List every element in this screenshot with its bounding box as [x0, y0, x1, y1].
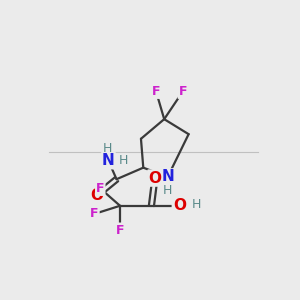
Text: H: H — [103, 142, 112, 154]
Text: F: F — [90, 207, 99, 220]
Text: F: F — [152, 85, 160, 98]
Text: O: O — [148, 171, 161, 186]
Text: H: H — [119, 154, 128, 167]
Text: F: F — [178, 85, 187, 98]
Text: H: H — [192, 198, 202, 211]
Text: H: H — [163, 184, 172, 197]
Text: F: F — [96, 182, 104, 195]
Text: O: O — [90, 188, 103, 203]
Text: F: F — [116, 224, 124, 236]
Text: N: N — [102, 153, 115, 168]
Text: O: O — [173, 198, 186, 213]
Text: N: N — [161, 169, 174, 184]
